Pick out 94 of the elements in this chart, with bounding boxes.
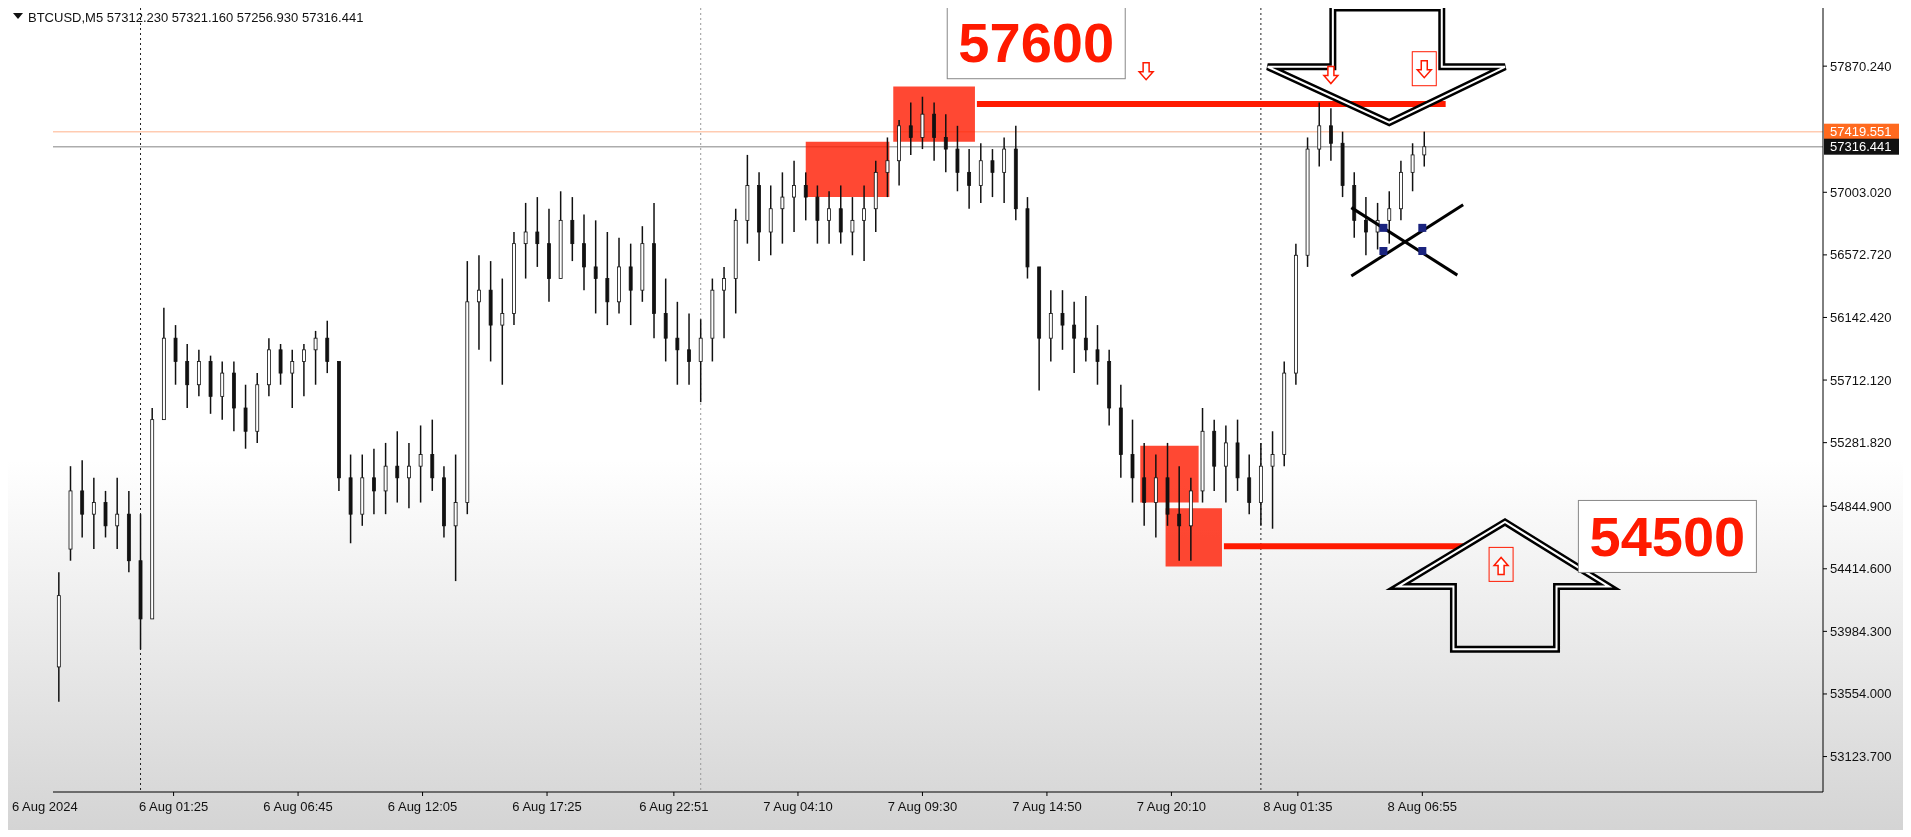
candlestick [1375, 202, 1380, 251]
candlestick [722, 266, 726, 339]
candlestick [885, 136, 890, 198]
candlestick [80, 459, 85, 539]
candlestick [313, 330, 318, 386]
ref-line-label: 57419.551 [1830, 124, 1892, 140]
candlestick [535, 196, 540, 268]
candlestick [838, 184, 843, 245]
candlestick [185, 343, 190, 409]
candlestick [290, 349, 295, 409]
chart-title: BTCUSD,M5 57312.230 57321.160 57256.930 57316.441 [28, 9, 364, 25]
candlestick [1270, 430, 1275, 530]
x-tick-label: 6 Aug 22:51 [639, 798, 709, 814]
candlestick [453, 453, 458, 582]
candlestick [407, 442, 411, 510]
x-tick-label: 7 Aug 04:10 [763, 798, 833, 814]
candlestick [943, 113, 948, 174]
candlestick [920, 95, 925, 150]
annotation: 57600 [958, 11, 1115, 75]
candlestick [395, 430, 400, 504]
candlestick [803, 171, 808, 222]
candlestick [593, 219, 598, 315]
candlestick [430, 418, 435, 492]
candlestick [115, 477, 120, 550]
y-tick-label: 57870.240 [1830, 58, 1892, 74]
candlestick [1177, 465, 1182, 562]
candlestick [243, 383, 248, 450]
candlestick [967, 148, 972, 210]
candlestick [278, 343, 283, 386]
y-tick-label: 53123.700 [1830, 749, 1892, 765]
candlestick [1410, 142, 1415, 193]
candlestick [792, 159, 796, 233]
candlestick [196, 349, 201, 398]
candlestick [418, 424, 423, 504]
y-tick-label: 53984.300 [1830, 623, 1892, 639]
y-tick-label: 55281.820 [1830, 435, 1892, 451]
ref-line-label: 57316.441 [1830, 139, 1892, 155]
candlestick [325, 319, 330, 374]
candlestick [908, 101, 913, 156]
candlestick [605, 231, 610, 326]
candlestick [698, 318, 703, 403]
candlestick [955, 125, 960, 193]
y-tick-label: 57003.020 [1830, 184, 1892, 200]
candlestick [1364, 196, 1368, 257]
candlestick [500, 277, 505, 386]
candlestick [103, 490, 108, 539]
candlestick [570, 196, 575, 262]
x-tick-label: 6 Aug 01:25 [138, 798, 209, 814]
candlestick [1095, 324, 1100, 386]
annotation: 54500 [1589, 504, 1746, 568]
x-tick-label: 8 Aug 01:35 [1263, 798, 1333, 814]
y-tick-label: 54844.900 [1830, 498, 1892, 514]
candlestick [850, 196, 855, 257]
x-tick-label: 8 Aug 06:55 [1387, 798, 1458, 814]
candlestick [1060, 289, 1065, 351]
x-tick-label: 7 Aug 09:30 [887, 798, 958, 814]
candlestick [990, 148, 995, 198]
y-tick-label: 56572.720 [1830, 247, 1892, 263]
candlestick [687, 312, 691, 386]
candlestick [1083, 295, 1088, 363]
candlestick [302, 343, 306, 398]
candlestick [768, 184, 773, 257]
candlestick [780, 171, 785, 245]
text: 6 Aug 2024 [12, 798, 78, 814]
candlestick [628, 242, 633, 326]
candlestick [827, 190, 831, 245]
x-tick-label: 6 Aug 06:45 [263, 798, 333, 814]
candlestick [173, 324, 178, 386]
y-tick-label: 53554.000 [1830, 686, 1892, 702]
y-tick-label: 56142.420 [1830, 309, 1892, 325]
candlestick [523, 202, 528, 280]
candlestick [477, 254, 481, 351]
candlestick [1072, 301, 1077, 374]
candlestick [862, 184, 866, 262]
candlestick [1223, 424, 1228, 504]
y-tick-label: 55712.120 [1830, 372, 1892, 388]
candlestick [1317, 101, 1322, 168]
candlestick [1329, 107, 1333, 162]
x-tick-label: 7 Aug 14:50 [1012, 798, 1082, 814]
candlestick [372, 447, 376, 515]
x-tick-label: 6 Aug 17:25 [512, 798, 582, 814]
y-tick-label: 54414.600 [1830, 561, 1892, 577]
candlestick [1422, 130, 1427, 168]
x-tick-label: 7 Aug 20:10 [1136, 798, 1207, 814]
candlestick [675, 301, 680, 386]
candlestick [220, 360, 225, 421]
candlestick [1130, 418, 1135, 504]
candlestick [1387, 190, 1392, 245]
candlestick [815, 184, 820, 245]
candlestick [932, 101, 937, 162]
candlestick [582, 213, 586, 291]
candlestick [1002, 136, 1007, 204]
x-tick-label: 6 Aug 12:05 [387, 798, 458, 814]
candlestick [91, 477, 96, 550]
